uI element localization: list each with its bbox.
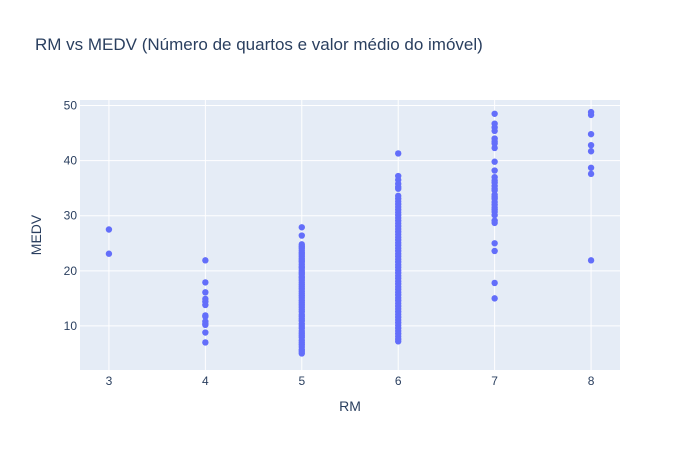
y-axis-ticks: 10 20 30 40 50 — [64, 99, 78, 333]
data-point — [491, 110, 498, 117]
x-tick-label: 6 — [395, 374, 402, 388]
data-point — [491, 295, 498, 302]
data-point — [202, 289, 209, 296]
y-tick-label: 10 — [64, 319, 78, 333]
x-tick-label: 3 — [106, 374, 113, 388]
data-point — [105, 250, 113, 257]
data-point — [491, 158, 498, 165]
data-point — [491, 167, 498, 174]
data-point — [202, 321, 209, 329]
data-point — [587, 141, 595, 149]
y-tick-label: 50 — [64, 99, 78, 113]
data-point — [491, 187, 498, 194]
x-tick-label: 4 — [202, 374, 209, 388]
plot-area — [80, 100, 620, 370]
data-point — [298, 224, 305, 231]
data-point — [587, 164, 595, 171]
data-point — [491, 211, 498, 219]
data-point — [587, 111, 595, 119]
scatter-points — [105, 108, 595, 357]
data-point — [587, 170, 595, 178]
data-point — [298, 232, 305, 239]
data-point — [298, 350, 305, 357]
data-point — [105, 226, 113, 233]
data-point — [202, 279, 209, 286]
data-point — [491, 247, 498, 255]
y-tick-label: 20 — [64, 264, 78, 278]
data-point — [587, 148, 595, 155]
chart-title: RM vs MEDV (Número de quartos e valor mé… — [35, 35, 483, 54]
data-point — [202, 339, 209, 346]
y-axis-label: MEDV — [28, 214, 44, 255]
data-point — [395, 185, 402, 192]
x-axis-ticks: 3 4 5 6 7 8 — [106, 374, 595, 388]
x-tick-label: 7 — [491, 374, 498, 388]
x-axis-label: RM — [339, 398, 361, 414]
data-point — [587, 257, 595, 264]
data-point — [491, 240, 498, 247]
y-tick-label: 30 — [64, 209, 78, 223]
data-point — [491, 127, 498, 135]
data-point — [202, 329, 209, 336]
data-point — [491, 219, 498, 227]
data-point — [202, 313, 209, 320]
data-point — [395, 338, 402, 345]
data-point — [202, 257, 209, 264]
data-point — [202, 301, 209, 309]
data-point — [491, 279, 498, 287]
x-tick-label: 8 — [588, 374, 595, 388]
data-point — [395, 150, 402, 157]
y-tick-label: 40 — [64, 154, 78, 168]
data-point — [491, 140, 498, 147]
data-point — [587, 130, 595, 138]
data-point — [491, 144, 498, 152]
x-tick-label: 5 — [298, 374, 305, 388]
